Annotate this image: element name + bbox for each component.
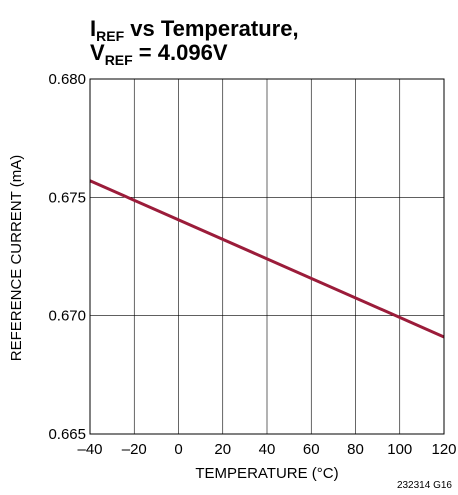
y-tick-labels: 0.665 0.670 0.675 0.680 <box>48 71 86 443</box>
x-axis-label: TEMPERATURE (°C) <box>195 465 338 482</box>
x-tick-label: 80 <box>347 441 364 458</box>
figure-id: 232314 G16 <box>397 480 452 491</box>
x-tick-label: 20 <box>214 441 231 458</box>
y-tick-label: 0.675 <box>48 189 86 206</box>
x-tick-label: 40 <box>259 441 276 458</box>
y-tick-label: 0.665 <box>48 426 86 443</box>
grid <box>89 78 445 435</box>
x-tick-label: 0 <box>174 441 182 458</box>
x-tick-label: 120 <box>431 441 456 458</box>
y-axis-label: REFERENCE CURRENT (mA) <box>8 155 25 361</box>
y-tick-label: 0.670 <box>48 308 86 325</box>
chart-title-line-2: VREF = 4.096V <box>90 40 228 68</box>
x-tick-label: 60 <box>303 441 320 458</box>
series-line <box>89 179 445 339</box>
x-tick-label: 100 <box>387 441 412 458</box>
chart-title-line-1: IREF vs Temperature, <box>90 16 299 44</box>
x-tick-label: –20 <box>122 441 147 458</box>
x-tick-labels: –40 –20 0 20 40 60 80 100 120 <box>77 441 456 458</box>
series-group <box>89 179 445 339</box>
y-tick-label: 0.680 <box>48 71 86 88</box>
x-tick-label: –40 <box>77 441 102 458</box>
plot-frame <box>89 78 445 435</box>
